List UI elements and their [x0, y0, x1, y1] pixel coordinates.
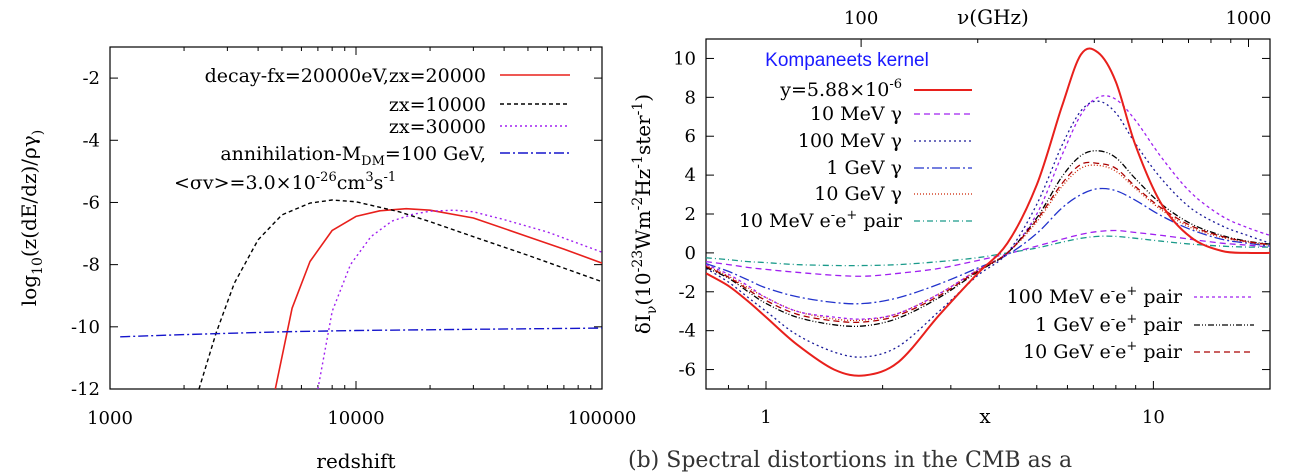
right-legend: Kompaneets kernel y=5.88×10-6 10 MeV γ 1… [739, 50, 1254, 363]
legend-label-zx30000: zx=30000 [389, 116, 486, 138]
legend-label-10mev-gamma: 10 MeV γ [810, 103, 902, 125]
left-y-tick-label: -8 [82, 255, 100, 276]
right-series-line-3 [706, 187, 1270, 305]
legend-label-1gev-pair: 1 GeV e-e+ pair [1035, 312, 1183, 336]
left-series-line-0 [274, 207, 602, 389]
right-x-axis-label: x [979, 404, 991, 428]
legend-label-decay: decay-fx=20000eV,zx=20000 [205, 65, 486, 87]
left-plot-frame [109, 46, 603, 390]
left-x-tick-label: 100000 [568, 408, 637, 429]
legend-title-kompaneets: Kompaneets kernel [765, 50, 929, 71]
legend-label-zx10000: zx=10000 [389, 94, 486, 116]
legend-label-annihilation-sigma: <σv>=3.0×10-26cm3s-1 [174, 170, 396, 194]
right-y-tick-label: 0 [685, 243, 696, 264]
right-top-tick-label: 100 [844, 8, 878, 29]
legend-label-10gev-gamma: 10 GeV γ [814, 183, 902, 205]
left-y-tick-label: -4 [82, 130, 100, 151]
right-series-line-6 [706, 95, 1270, 320]
right-y-tick-label: 8 [685, 87, 696, 108]
left-y-axis-label: log10(z(dE/dz)/ργ) [17, 130, 46, 306]
right-y-tick-label: -6 [678, 360, 696, 381]
right-x-tick-label: 10 [1142, 407, 1165, 428]
right-y-tick-label: 10 [673, 48, 696, 69]
right-series-line-0 [706, 47, 1270, 377]
left-y-tick-label: -12 [71, 379, 100, 400]
right-y-axis-label: δIν(10-23Wm-2Hz-1ster-1) [630, 94, 660, 334]
right-y-tick-label: -4 [678, 321, 696, 342]
figure-caption: (b) Spectral distortions in the CMB as a [628, 448, 1073, 473]
left-series-line-1 [198, 199, 602, 389]
legend-label-10mev-pair: 10 MeV e-e+ pair [739, 208, 903, 232]
right-series-line-8 [706, 161, 1270, 324]
right-y-tick-label: 4 [685, 165, 696, 186]
left-y-tick-label: -10 [71, 317, 100, 338]
legend-label-1gev-gamma: 1 GeV γ [826, 157, 902, 179]
right-top-axis-label: ν(GHz) [957, 5, 1029, 29]
legend-label-y: y=5.88×10-6 [779, 77, 902, 101]
legend-label-100mev-pair: 100 MeV e-e+ pair [1007, 284, 1183, 308]
left-x-tick-label: 10000 [327, 408, 384, 429]
left-series-line-3 [120, 327, 602, 338]
right-chart: 1 10 100 1000 -6 -4 -2 0 2 4 6 8 10 x ν(GHz) δIν(10-… [630, 5, 1271, 428]
legend-label-10gev-pair: 10 GeV e-e+ pair [1023, 339, 1183, 363]
right-x-tick-label: 1 [760, 407, 771, 428]
legend-label-100mev-gamma: 100 MeV γ [798, 130, 902, 152]
left-x-axis-label: redshift [316, 449, 395, 473]
right-series-line-5 [706, 235, 1270, 267]
left-chart: 1000 10000 100000 -2 -4 -6 -8 -10 -12 redshift l… [17, 46, 637, 473]
right-y-tick-label: 2 [685, 204, 696, 225]
right-top-tick-label: 1000 [1226, 8, 1272, 29]
left-series-line-2 [317, 209, 602, 389]
left-y-tick-label: -2 [82, 68, 100, 89]
right-y-tick-label: -2 [678, 282, 696, 303]
right-series-line-4 [706, 164, 1270, 322]
legend-label-annihilation: annihilation-MDM=100 GeV, [220, 143, 486, 169]
right-y-tick-label: 6 [685, 126, 696, 147]
left-y-tick-label: -6 [82, 192, 100, 213]
right-series-line-2 [706, 100, 1270, 358]
left-x-tick-label: 1000 [87, 408, 133, 429]
left-legend: decay-fx=20000eV,zx=20000 zx=10000 zx=30… [174, 65, 570, 194]
right-series-line-7 [706, 150, 1270, 328]
right-series-line-1 [706, 229, 1270, 277]
